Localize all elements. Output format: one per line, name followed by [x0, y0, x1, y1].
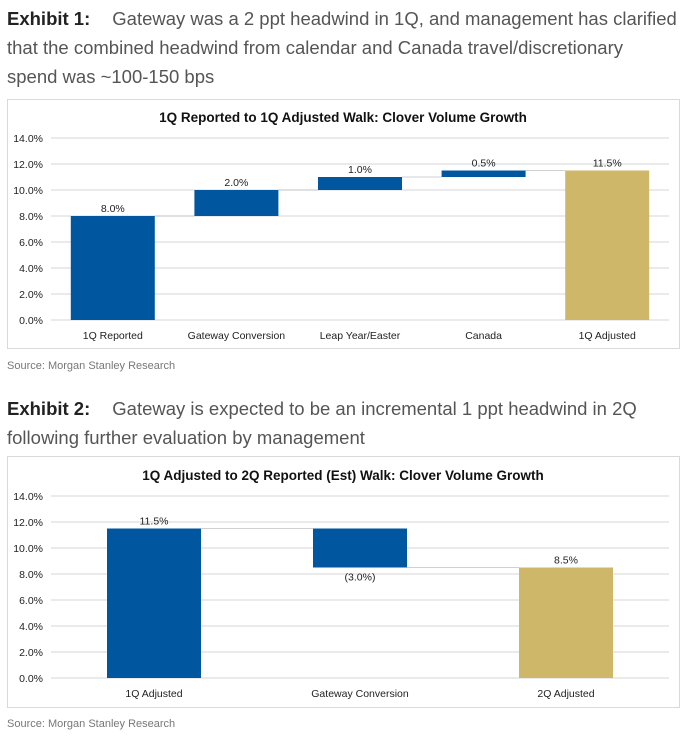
y-tick-label: 2.0%: [19, 647, 43, 659]
y-tick-label: 0.0%: [19, 673, 43, 685]
bar: [194, 190, 279, 216]
category-label: 1Q Reported: [83, 330, 143, 342]
exhibit-2-caption: Gateway is expected to be an incremental…: [7, 398, 637, 448]
exhibit-2-label: Exhibit 2:: [7, 398, 91, 419]
exhibit-1-heading: Exhibit 1: Gateway was a 2 ppt headwind i…: [7, 4, 677, 91]
y-tick-label: 10.0%: [13, 185, 43, 197]
y-tick-label: 12.0%: [13, 517, 43, 529]
exhibit-1-source: Source: Morgan Stanley Research: [7, 360, 176, 372]
data-label: 8.5%: [554, 555, 578, 567]
y-tick-label: 8.0%: [19, 569, 43, 581]
y-tick-label: 4.0%: [19, 621, 43, 633]
y-tick-label: 4.0%: [19, 263, 43, 275]
bar: [107, 528, 201, 678]
chart-title: 1Q Reported to 1Q Adjusted Walk: Clover …: [159, 110, 527, 125]
y-tick-label: 14.0%: [13, 133, 43, 145]
data-label: 11.5%: [140, 516, 169, 528]
category-label: 2Q Adjusted: [537, 688, 594, 700]
data-label: (3.0%): [345, 572, 376, 584]
bar: [441, 170, 526, 177]
data-label: 1.0%: [348, 164, 372, 176]
exhibit-2-source: Source: Morgan Stanley Research: [7, 718, 176, 730]
bar: [318, 177, 402, 190]
data-label: 2.0%: [224, 177, 248, 189]
y-tick-label: 2.0%: [19, 289, 43, 301]
chart-1-svg: 1Q Reported to 1Q Adjusted Walk: Clover …: [13, 110, 669, 342]
category-label: Canada: [465, 330, 502, 342]
category-label: 1Q Adjusted: [125, 688, 182, 700]
data-label: 0.5%: [472, 158, 496, 170]
exhibit-1-label: Exhibit 1:: [7, 8, 91, 29]
y-tick-label: 14.0%: [13, 491, 43, 503]
y-tick-label: 6.0%: [19, 237, 43, 249]
y-tick-label: 10.0%: [13, 543, 43, 555]
y-tick-label: 0.0%: [19, 315, 43, 327]
category-label: Gateway Conversion: [188, 330, 286, 342]
chart-title: 1Q Adjusted to 2Q Reported (Est) Walk: C…: [142, 468, 544, 483]
bar: [70, 216, 155, 320]
bar: [565, 170, 650, 320]
bar: [519, 567, 613, 678]
y-tick-label: 12.0%: [13, 159, 43, 171]
y-tick-label: 6.0%: [19, 595, 43, 607]
data-label: 8.0%: [101, 203, 125, 215]
exhibit-1-caption: Gateway was a 2 ppt headwind in 1Q, and …: [7, 8, 677, 87]
chart-1: 1Q Reported to 1Q Adjusted Walk: Clover …: [7, 99, 680, 349]
category-label: 1Q Adjusted: [579, 330, 636, 342]
y-tick-label: 8.0%: [19, 211, 43, 223]
chart-2-svg: 1Q Adjusted to 2Q Reported (Est) Walk: C…: [13, 468, 669, 700]
exhibit-2-heading: Exhibit 2: Gateway is expected to be an i…: [7, 394, 677, 452]
chart-2: 1Q Adjusted to 2Q Reported (Est) Walk: C…: [7, 456, 680, 708]
category-label: Gateway Conversion: [311, 688, 409, 700]
data-label: 11.5%: [593, 158, 622, 170]
bar: [313, 528, 407, 568]
category-label: Leap Year/Easter: [320, 330, 401, 342]
